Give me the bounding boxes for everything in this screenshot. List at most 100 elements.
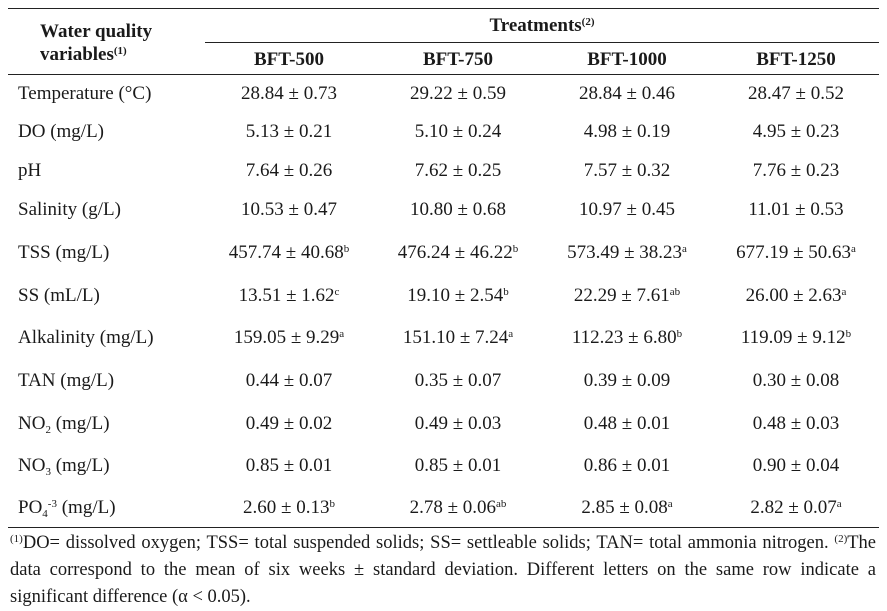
table-cell: 2.82 ± 0.07a xyxy=(711,497,881,519)
cell-significance-letter: a xyxy=(836,498,842,510)
table-cell: 10.97 ± 0.45 xyxy=(542,199,712,221)
table-cell: 0.49 ± 0.03 xyxy=(373,413,543,435)
table-cell: 0.48 ± 0.03 xyxy=(711,413,881,435)
table-cell: 7.64 ± 0.26 xyxy=(204,160,374,182)
cell-significance-letter: b xyxy=(676,328,683,340)
table-cell: 4.98 ± 0.19 xyxy=(542,121,712,143)
cell-value: 2.78 ± 0.06 xyxy=(409,497,497,518)
row-label: TSS (mg/L) xyxy=(18,242,109,264)
cell-value: 10.53 ± 0.47 xyxy=(241,199,337,220)
cell-value: 0.48 ± 0.03 xyxy=(752,413,840,434)
table-cell: 5.10 ± 0.24 xyxy=(373,121,543,143)
cell-value: 0.85 ± 0.01 xyxy=(245,455,333,476)
table-cell: 0.49 ± 0.02 xyxy=(204,413,374,435)
cell-value: 112.23 ± 6.80 xyxy=(571,327,677,348)
cell-value: 151.10 ± 7.24 xyxy=(402,327,509,348)
cell-value: 4.98 ± 0.19 xyxy=(583,121,671,142)
cell-significance-letter: b xyxy=(343,243,350,255)
row-label-text: NO xyxy=(18,413,46,434)
cell-significance-letter: b xyxy=(503,286,509,298)
table-cell: 0.90 ± 0.04 xyxy=(711,455,881,477)
cell-value: 2.85 ± 0.08 xyxy=(581,497,668,518)
cell-value: 7.76 ± 0.23 xyxy=(752,160,840,181)
cell-value: 10.80 ± 0.68 xyxy=(410,199,506,220)
table-cell: 19.10 ± 2.54b xyxy=(373,285,543,307)
table-cell: 0.39 ± 0.09 xyxy=(542,370,712,392)
footnote-sup-2: (2) xyxy=(834,533,848,545)
table-cell: 0.30 ± 0.08 xyxy=(711,370,881,392)
table-cell: 7.62 ± 0.25 xyxy=(373,160,543,182)
table-cell: 2.60 ± 0.13b xyxy=(204,497,374,519)
footnote: (1)DO= dissolved oxygen; TSS= total susp… xyxy=(10,530,876,611)
cell-value: 0.35 ± 0.07 xyxy=(414,370,502,391)
table-cell: 159.05 ± 9.29a xyxy=(204,327,374,349)
cell-value: 119.09 ± 9.12 xyxy=(740,327,846,348)
variable-header-line2: variables(1) xyxy=(40,43,152,66)
cell-value: 0.85 ± 0.01 xyxy=(414,455,502,476)
row-label: Temperature (°C) xyxy=(18,83,151,105)
row-label-text: PO xyxy=(18,497,43,518)
row-label-text: Alkalinity (mg/L) xyxy=(18,327,154,348)
table-bottom-rule xyxy=(8,527,879,528)
cell-significance-letter: a xyxy=(841,286,847,298)
row-label: TAN (mg/L) xyxy=(18,370,114,392)
cell-value: 7.57 ± 0.32 xyxy=(583,160,671,181)
row-label: pH xyxy=(18,160,41,182)
table-cell: 28.84 ± 0.46 xyxy=(542,83,712,105)
cell-value: 11.01 ± 0.53 xyxy=(748,199,844,220)
table-cell: 28.84 ± 0.73 xyxy=(204,83,374,105)
row-label: Salinity (g/L) xyxy=(18,199,121,221)
row-label-sub: 4 xyxy=(42,508,48,520)
table-cell: 7.76 ± 0.23 xyxy=(711,160,881,182)
cell-significance-letter: c xyxy=(334,286,340,298)
cell-value: 28.47 ± 0.52 xyxy=(748,83,844,104)
cell-significance-letter: a xyxy=(851,243,856,255)
cell-significance-letter: a xyxy=(682,243,687,255)
row-label: DO (mg/L) xyxy=(18,121,104,143)
cell-significance-letter: b xyxy=(329,498,335,510)
row-label-unit: (mg/L) xyxy=(50,413,110,434)
row-label-unit: (mg/L) xyxy=(56,497,116,518)
table-cell: 677.19 ± 50.63a xyxy=(711,242,881,264)
variable-header-text: variables xyxy=(40,44,114,65)
row-label-text: pH xyxy=(18,160,42,181)
table-cell: 13.51 ± 1.62c xyxy=(204,285,374,307)
row-label-text: TSS (mg/L) xyxy=(18,242,110,263)
footnote-text-1: DO= dissolved oxygen; TSS= total suspend… xyxy=(22,533,835,553)
table-cell: 29.22 ± 0.59 xyxy=(373,83,543,105)
row-label-text: SS (mL/L) xyxy=(18,285,100,306)
treatments-header: Treatments(2) xyxy=(205,15,879,37)
table-cell: 4.95 ± 0.23 xyxy=(711,121,881,143)
table-cell: 0.44 ± 0.07 xyxy=(204,370,374,392)
cell-value: 5.10 ± 0.24 xyxy=(414,121,502,142)
treatments-sup: (2) xyxy=(581,16,595,28)
cell-value: 4.95 ± 0.23 xyxy=(752,121,840,142)
treatments-label: Treatments xyxy=(489,15,582,36)
column-header: BFT-750 xyxy=(422,49,494,70)
table-cell: 0.86 ± 0.01 xyxy=(542,455,712,477)
column-header: BFT-1250 xyxy=(756,49,836,70)
row-label-sub: 3 xyxy=(45,466,51,478)
table-cell: 0.85 ± 0.01 xyxy=(373,455,543,477)
cell-significance-letter: ab xyxy=(669,286,681,298)
table-cell: 573.49 ± 38.23a xyxy=(542,242,712,264)
cell-value: 2.60 ± 0.13 xyxy=(243,497,330,518)
row-label-sub: 2 xyxy=(45,424,51,436)
cell-value: 13.51 ± 1.62 xyxy=(238,285,335,306)
cell-value: 0.90 ± 0.04 xyxy=(752,455,840,476)
cell-value: 457.74 ± 40.68 xyxy=(228,242,344,263)
row-label-unit: (mg/L) xyxy=(50,455,110,476)
row-label: NO2 (mg/L) xyxy=(18,413,110,436)
cell-significance-letter: b xyxy=(512,243,519,255)
column-header: BFT-500 xyxy=(253,49,325,70)
cell-value: 0.44 ± 0.07 xyxy=(245,370,333,391)
table-cell: 476.24 ± 46.22b xyxy=(373,242,543,264)
cell-value: 159.05 ± 9.29 xyxy=(233,327,340,348)
table-cell: 0.48 ± 0.01 xyxy=(542,413,712,435)
table-cell: 11.01 ± 0.53 xyxy=(711,199,881,221)
column-header: BFT-1000 xyxy=(587,49,667,70)
cell-value: 10.97 ± 0.45 xyxy=(579,199,675,220)
table-cell: 2.78 ± 0.06ab xyxy=(373,497,543,519)
table-cell: 22.29 ± 7.61ab xyxy=(542,285,712,307)
footnote-sup-1: (1) xyxy=(10,533,23,545)
